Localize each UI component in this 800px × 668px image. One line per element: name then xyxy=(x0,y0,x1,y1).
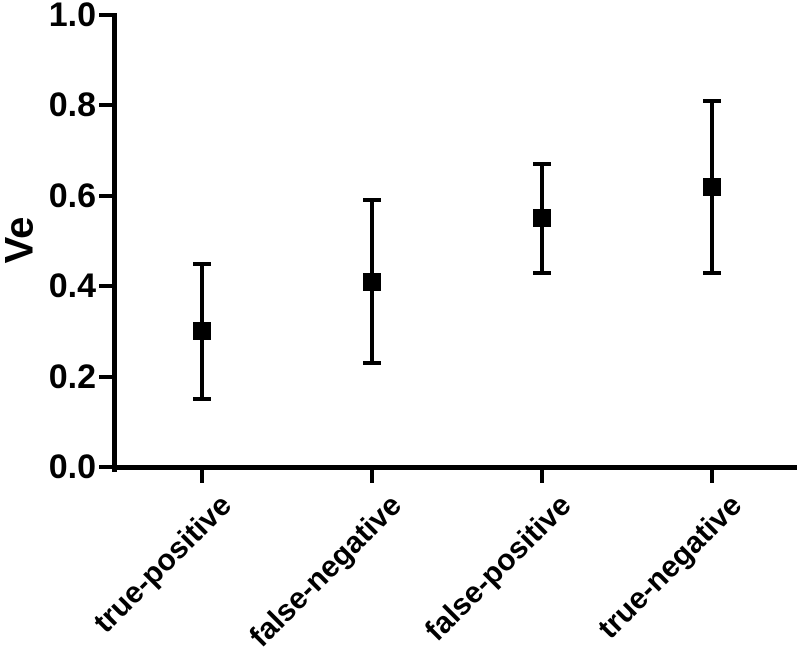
y-axis-tick xyxy=(99,103,112,107)
y-axis-line xyxy=(112,13,117,472)
error-bar-cap-bottom xyxy=(703,271,721,275)
error-bar-cap-top xyxy=(363,198,381,202)
y-tick-label: 1.0 xyxy=(48,0,96,34)
y-tick-label: 0.8 xyxy=(48,86,96,124)
x-tick-label: false-positive xyxy=(419,488,578,648)
x-axis-tick xyxy=(540,470,544,483)
x-axis-tick xyxy=(710,470,714,483)
x-axis-tick xyxy=(200,470,204,483)
y-axis-tick xyxy=(99,13,112,17)
x-tick-label: true-negative xyxy=(591,488,748,646)
error-bar-cap-top xyxy=(193,262,211,266)
point-marker xyxy=(703,178,721,196)
y-axis-tick xyxy=(99,194,112,198)
error-bar-cap-top xyxy=(533,162,551,166)
y-tick-label: 0.6 xyxy=(48,177,96,215)
y-tick-label: 0.2 xyxy=(48,358,96,396)
y-axis-tick xyxy=(99,284,112,288)
point-marker xyxy=(533,209,551,227)
x-axis-line xyxy=(112,465,797,470)
error-bar-cap-bottom xyxy=(533,271,551,275)
y-axis-tick xyxy=(99,465,112,469)
x-axis-tick xyxy=(370,470,374,483)
error-bar-cap-top xyxy=(703,99,721,103)
y-axis-tick xyxy=(99,375,112,379)
x-tick-label: false-negative xyxy=(243,488,408,654)
point-marker xyxy=(363,273,381,291)
y-tick-label: 0.4 xyxy=(48,267,96,305)
y-axis-title: Ve xyxy=(0,216,42,264)
error-bar-cap-bottom xyxy=(363,361,381,365)
error-bar-cap-bottom xyxy=(193,397,211,401)
y-tick-label: 0.0 xyxy=(48,448,96,486)
point-marker xyxy=(193,322,211,340)
x-tick-label: true-positive xyxy=(87,488,238,640)
